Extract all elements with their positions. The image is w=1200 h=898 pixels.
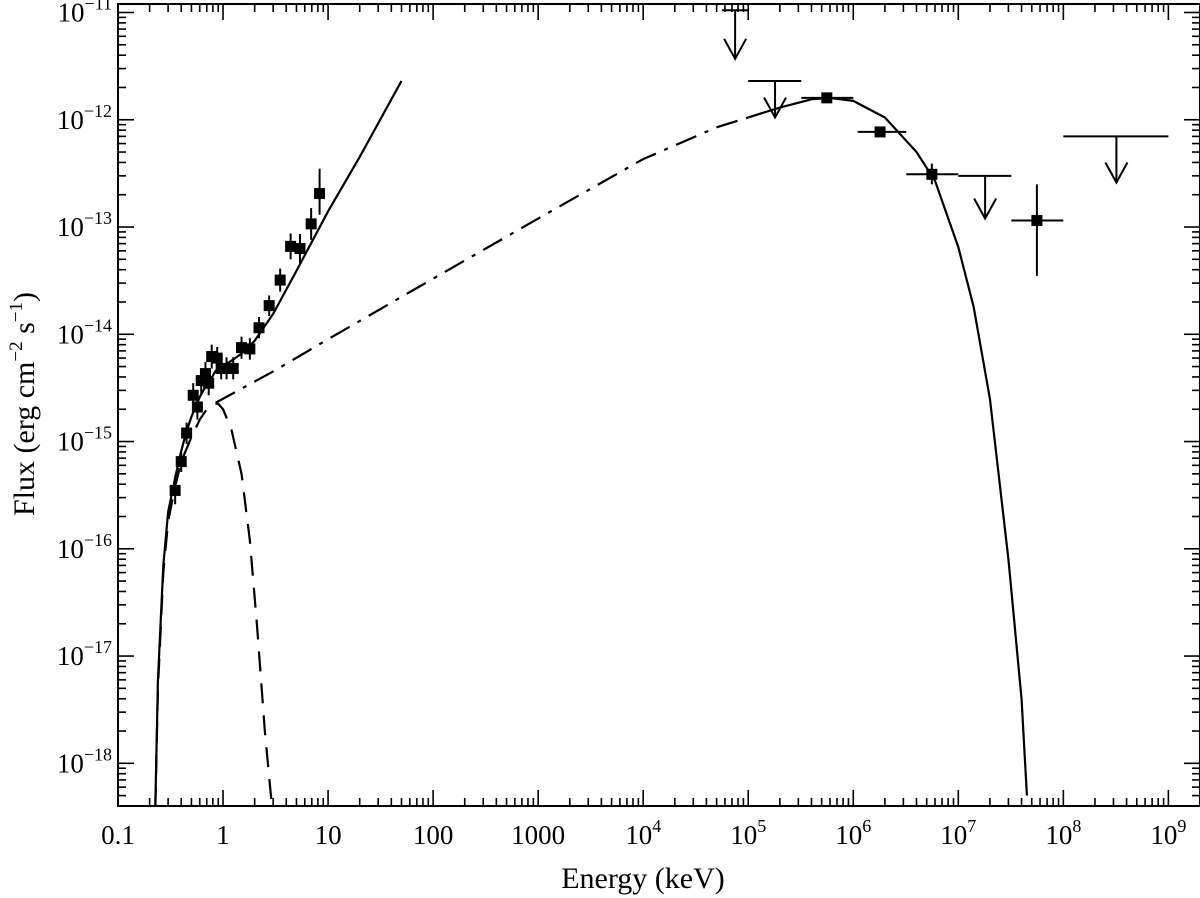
xray-point-marker [236,342,248,354]
tick-labels: 0.1 1 10 100 1000 104 105 106 107 108 109 10−18 10−1… [57,0,1187,850]
xray-point-marker [211,352,223,364]
inverse-compton-cutoff-curve [747,96,1029,796]
x-tick-label: 1 [216,820,230,850]
y-tick-label: 10−12 [57,101,112,135]
x-tick-label: 10 [315,820,342,850]
xray-point-marker [221,362,233,374]
xray-point-marker [314,188,326,200]
upper-limit-arrowhead [763,96,787,120]
gamma-point-marker [821,92,833,104]
xray-point-marker [203,377,215,389]
x-tick-label: 104 [625,816,661,850]
upper-limit-arrowhead [723,38,747,61]
x-tick-label: 109 [1150,816,1186,850]
y-tick-label: 10−14 [57,315,112,349]
powerlaw-fit-line [215,80,403,372]
x-tick-label: 107 [940,816,976,850]
y-tick-label: 10−16 [57,530,112,564]
xray-point-marker [199,368,211,380]
xray-point-marker [175,456,187,468]
plot-frame [117,3,1200,807]
gamma-point-marker [874,126,886,138]
xray-point-marker [195,375,207,387]
model-curves [154,80,1029,806]
xray-point-marker [191,401,203,413]
upper-limit-arrowhead [1104,162,1129,185]
inverse-compton-dashdot-curve [215,116,749,404]
y-tick-label: 10−18 [57,744,112,778]
y-tick-label: 10−15 [57,423,112,457]
xray-point-marker [274,274,286,286]
upper-limit-arrowhead [973,198,997,221]
x-tick-label: 100 [413,820,454,850]
xray-point-marker [181,427,193,439]
gamma-point-marker [926,168,938,180]
xray-point-marker [294,243,306,255]
xray-point-marker [285,240,297,252]
y-tick-label: 10−17 [57,637,112,671]
xray-point-marker [187,389,199,401]
gamma-point-marker [1031,215,1043,227]
y-axis-label: Flux (erg cm−2 s−1) [6,292,41,516]
x-tick-label: 108 [1045,816,1081,850]
axis-ticks [117,4,1200,807]
total-model-low-energy [154,369,217,806]
y-tick-label: 10−11 [58,0,112,27]
xray-point-marker [253,322,265,334]
x-tick-label: 0.1 [101,820,135,850]
xray-point-marker [263,300,275,312]
x-tick-label: 1000 [511,820,565,850]
data-points [169,9,1169,505]
xray-point-marker [305,218,317,230]
x-tick-label: 105 [730,816,766,850]
xray-point-marker [244,343,256,355]
xray-point-marker [227,362,239,374]
xray-point-marker [169,484,181,496]
x-axis-label: Energy (keV) [561,862,725,895]
xray-point-marker [206,351,218,363]
y-tick-label: 10−13 [57,208,112,242]
x-tick-label: 106 [835,816,871,850]
